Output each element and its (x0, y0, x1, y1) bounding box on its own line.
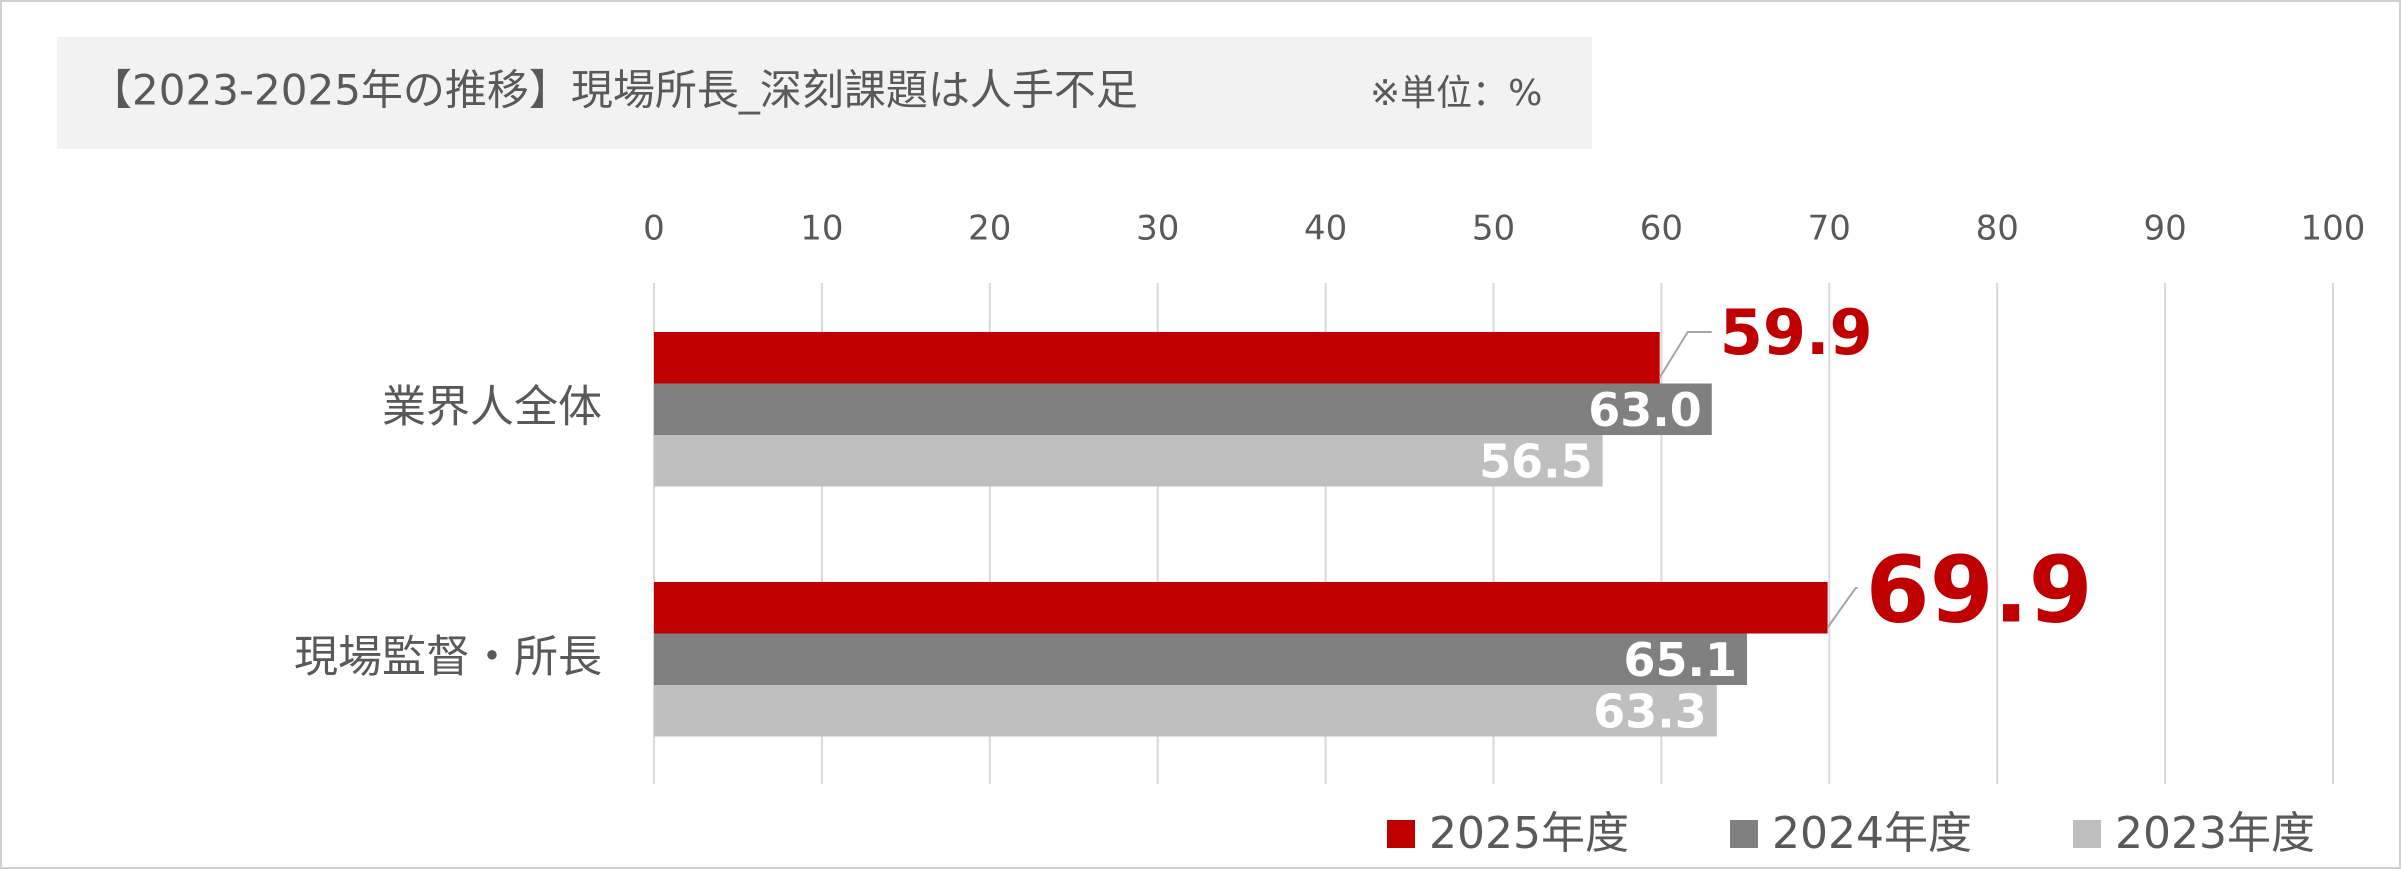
x-tick-label: 10 (800, 209, 843, 249)
x-tick-label: 20 (968, 209, 1011, 249)
category-label: 現場監督・所長 (294, 631, 602, 682)
legend-label: 2023年度 (2115, 808, 2315, 859)
x-tick-label: 30 (1136, 209, 1179, 249)
data-label: 59.9 (1720, 296, 1873, 369)
x-tick-label: 70 (1808, 209, 1851, 249)
legend-swatch (2073, 820, 2101, 848)
legend-label: 2024年度 (1772, 808, 1972, 859)
legend-swatch (1730, 820, 1758, 848)
x-tick-label: 80 (1976, 209, 2019, 249)
chart-subtitle: ※単位：% (1370, 73, 1542, 114)
data-label: 56.5 (1479, 434, 1593, 488)
x-tick-label: 100 (2301, 209, 2366, 249)
x-tick-label: 90 (2143, 209, 2186, 249)
legend-swatch (1387, 820, 1415, 848)
x-tick-label: 0 (643, 209, 665, 249)
chart-title: 【2023-2025年の推移】現場所長_深刻課題は人手不足 (90, 66, 1138, 115)
legend-label: 2025年度 (1429, 808, 1629, 859)
x-tick-label: 40 (1304, 209, 1347, 249)
category-label: 業界人全体 (382, 381, 602, 432)
bar (654, 383, 1712, 435)
bar (654, 582, 1828, 634)
title-box (57, 37, 1592, 149)
data-label: 69.9 (1866, 536, 2093, 643)
x-tick-label: 50 (1472, 209, 1515, 249)
bar (654, 685, 1717, 737)
x-tick-label: 60 (1640, 209, 1683, 249)
bar (654, 633, 1748, 685)
data-label: 65.1 (1624, 633, 1738, 687)
leader-line (1658, 331, 1712, 379)
data-label: 63.0 (1588, 383, 1702, 437)
bar (654, 435, 1603, 487)
data-label: 63.3 (1593, 684, 1707, 738)
bar (654, 332, 1660, 384)
leader-line (1826, 587, 1858, 629)
